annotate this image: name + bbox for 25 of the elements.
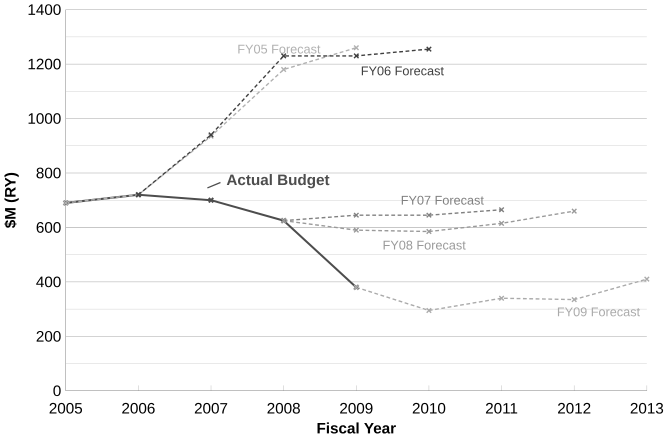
series-label: FY07 Forecast xyxy=(402,196,484,205)
series-label: FY05 Forecast xyxy=(238,44,320,54)
x-tick-label: 2012 xyxy=(558,403,590,414)
x-tick-label: 2009 xyxy=(340,403,372,414)
y-tick-label: 1200 xyxy=(28,58,61,70)
series-label: FY06 Forecast xyxy=(362,66,444,76)
x-tick-label: 2007 xyxy=(194,403,228,414)
y-tick-label: 800 xyxy=(36,168,61,178)
x-tick-label: 2006 xyxy=(122,403,155,414)
y-tick-label: 1400 xyxy=(28,4,61,16)
series-label: FY08 Forecast xyxy=(384,240,466,250)
series-label: FY09 Forecast xyxy=(558,307,640,316)
x-tick-label: 2010 xyxy=(412,403,446,414)
x-tick-label: 2008 xyxy=(267,403,300,414)
x-tick-label: 2011 xyxy=(486,403,518,414)
y-tick-label: 200 xyxy=(36,331,61,342)
x-axis-title: Fiscal Year xyxy=(318,422,396,434)
y-tick-label: 400 xyxy=(36,276,61,288)
y-axis-title: $M (RY) xyxy=(4,173,19,228)
x-tick-label: 2005 xyxy=(50,403,82,414)
y-tick-label: 1000 xyxy=(28,113,61,124)
y-tick-label: 600 xyxy=(36,222,61,233)
x-tick-label: 2013 xyxy=(630,403,664,414)
y-tick-label: 0 xyxy=(53,386,61,396)
legend-label: Actual Budget xyxy=(226,174,330,188)
